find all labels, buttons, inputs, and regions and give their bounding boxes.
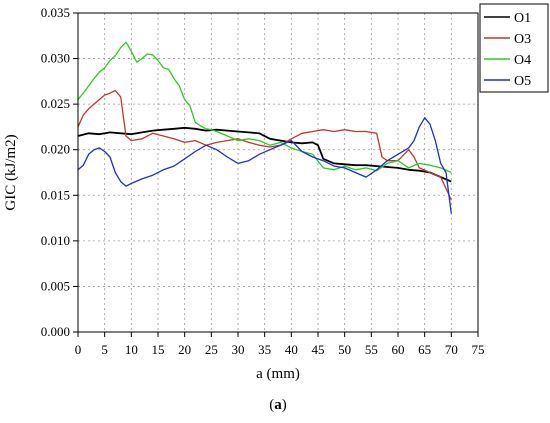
legend-label-o1: O1	[514, 11, 531, 26]
y-tick-label-2: 0.010	[41, 233, 70, 248]
caption-suffix: )	[282, 397, 287, 413]
x-tick-label-14: 70	[445, 342, 458, 357]
x-tick-label-2: 10	[125, 342, 138, 357]
legend-label-o3: O3	[514, 32, 531, 47]
axis-ticks: 0 5 10 15 20 25 30 35 40 45 50 55 60 65 70 75 0.000 0.005…	[41, 5, 485, 357]
x-tick-label-7: 35	[258, 342, 271, 357]
y-tick-label-1: 0.005	[41, 278, 70, 293]
legend-label-o5: O5	[514, 74, 531, 89]
y-tick-label-6: 0.030	[41, 51, 70, 66]
legend: O1 O3 O4 O5	[479, 3, 549, 93]
x-tick-label-3: 15	[152, 342, 165, 357]
x-tick-label-4: 20	[178, 342, 191, 357]
plot-frame	[77, 12, 479, 333]
y-tick-label-0: 0.000	[41, 324, 70, 339]
x-tick-label-1: 5	[101, 342, 108, 357]
x-tick-label-6: 30	[232, 342, 245, 357]
figure-caption: (a)	[269, 397, 287, 413]
caption-prefix: (	[269, 397, 274, 413]
x-tick-label-11: 55	[365, 342, 378, 357]
caption-letter: a	[274, 397, 282, 413]
x-tick-label-8: 40	[285, 342, 298, 357]
x-tick-label-0: 0	[75, 342, 82, 357]
y-tick-label-4: 0.020	[41, 142, 70, 157]
x-axis-label: a (mm)	[256, 366, 300, 382]
x-tick-label-15: 75	[472, 342, 485, 357]
series-lines	[77, 41, 452, 214]
legend-box	[479, 3, 549, 93]
x-tick-label-9: 45	[312, 342, 325, 357]
legend-label-o4: O4	[514, 53, 531, 68]
series-line-o4	[77, 41, 452, 174]
grid-lines	[78, 13, 478, 332]
series-line-o5	[77, 117, 452, 214]
series-line-o1	[77, 126, 452, 183]
x-tick-label-12: 60	[392, 342, 405, 357]
x-tick-label-13: 65	[418, 342, 431, 357]
y-axis-label: GIC (kJ/m2)	[3, 134, 19, 210]
y-tick-label-3: 0.015	[41, 187, 70, 202]
x-tick-label-5: 25	[205, 342, 218, 357]
y-tick-label-7: 0.035	[41, 5, 70, 20]
x-tick-label-10: 50	[338, 342, 351, 357]
y-tick-label-5: 0.025	[41, 96, 70, 111]
